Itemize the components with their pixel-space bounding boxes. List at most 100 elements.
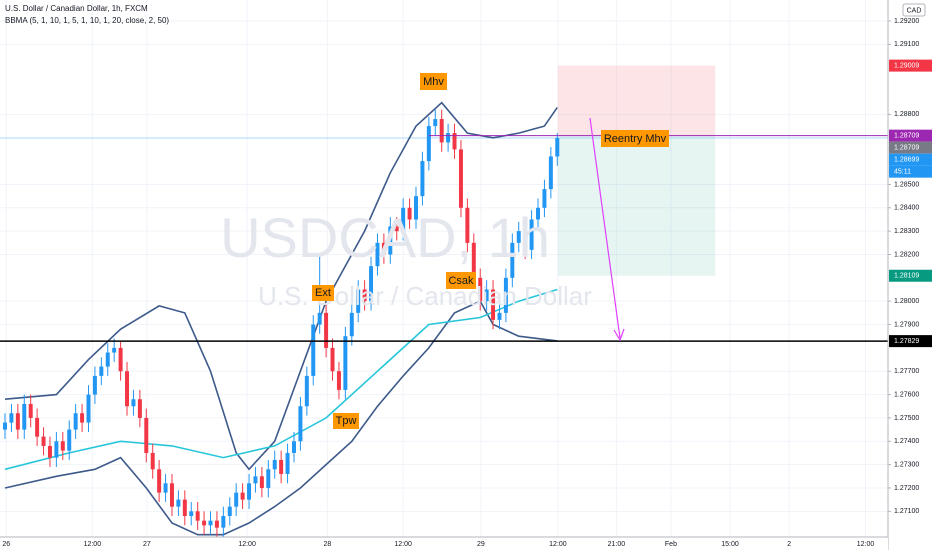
candle-body — [510, 242, 515, 278]
candle-body — [349, 312, 354, 337]
candle-body — [202, 520, 207, 526]
x-tick-label: 27 — [143, 541, 151, 548]
candle-body — [304, 375, 309, 407]
candle-body — [272, 459, 277, 470]
price-tag — [889, 269, 932, 282]
y-tick-label: 1.27100 — [894, 508, 919, 515]
candle-body — [144, 417, 149, 453]
candle-body — [291, 441, 296, 453]
candle-body — [67, 429, 72, 451]
x-tick-label: 15:00 — [721, 541, 739, 548]
x-tick-label: 12:00 — [84, 541, 102, 548]
x-tick-label: 12:00 — [857, 541, 875, 548]
target-zone — [557, 135, 716, 276]
y-tick-label: 1.27600 — [894, 391, 919, 398]
candle-body — [439, 119, 444, 143]
annotation-text: Ext — [315, 287, 331, 299]
y-tick-label: 1.27700 — [894, 368, 919, 375]
candle-body — [221, 515, 226, 528]
candle-body — [176, 499, 181, 507]
candle-body — [548, 156, 553, 190]
candle-body — [169, 483, 174, 507]
candle-body — [259, 476, 264, 488]
price-tag-label: 1.28699 — [894, 156, 919, 163]
indicator-line — [4, 288, 558, 471]
candle-body — [311, 324, 316, 376]
candle-body — [35, 417, 40, 437]
price-tag-label: 1.27829 — [894, 338, 919, 345]
candle-body — [150, 452, 155, 470]
candle-body — [9, 413, 14, 423]
y-tick-label: 1.27200 — [894, 485, 919, 492]
currency-badge[interactable] — [902, 3, 926, 17]
candle-body — [426, 126, 431, 162]
candle-body — [317, 312, 322, 325]
candle-body — [478, 277, 483, 302]
x-tick-label: 28 — [323, 541, 331, 548]
y-tick-label: 1.27400 — [894, 438, 919, 445]
candle-body — [99, 366, 104, 376]
price-tag — [889, 129, 932, 142]
candle-body — [73, 413, 78, 430]
candle-body — [529, 219, 534, 250]
candle-body — [47, 445, 52, 458]
annotation-text: Mhv — [423, 76, 444, 88]
candle-body — [240, 492, 245, 500]
candle-body — [15, 413, 20, 430]
x-tick-label: Feb — [665, 541, 677, 548]
indicator-legend: BBMA (5, 1, 10, 1, 5, 1, 10, 1, 20, clos… — [5, 16, 169, 25]
annotation-text: Tpw — [336, 415, 357, 427]
time-axis — [0, 537, 888, 550]
candle-body — [214, 520, 219, 528]
stop-zone — [557, 65, 716, 136]
annotation-text: Csak — [448, 275, 474, 287]
candle-body — [394, 226, 399, 232]
price-tag — [889, 59, 932, 72]
candle-body — [131, 399, 136, 407]
candle-body — [491, 289, 496, 320]
candle-body — [497, 312, 502, 320]
annotation: Reentry Mhv — [601, 130, 669, 147]
watermark: USDCAD, 1h — [220, 206, 550, 269]
candle-body — [54, 441, 59, 458]
candle-body — [253, 476, 258, 484]
candle-body — [516, 231, 521, 243]
candle-body — [503, 277, 508, 313]
candle-body — [542, 189, 547, 208]
y-tick-label: 1.28400 — [894, 205, 919, 212]
candle-body — [407, 207, 412, 220]
y-tick-label: 1.28300 — [894, 228, 919, 235]
candle-body — [324, 312, 329, 348]
candle-body — [195, 511, 200, 521]
candle-body — [92, 375, 97, 395]
y-tick-label: 1.28500 — [894, 181, 919, 188]
candle-body — [137, 399, 142, 418]
axes: 1.29200 1.29100 1.28800 1.28500 1.28400 1.283… — [2, 18, 932, 548]
currency: CAD — [907, 7, 922, 14]
candle-body — [105, 352, 110, 367]
arrow-head — [613, 328, 625, 342]
candle-body — [86, 394, 91, 423]
price-tag-label: 1.28709 — [894, 144, 919, 151]
candle-body — [234, 492, 239, 507]
annotation: Csak — [446, 272, 476, 289]
y-tick-label: 1.29200 — [894, 18, 919, 25]
x-tick-label: 12:00 — [394, 541, 412, 548]
candle-body — [112, 347, 117, 353]
candle-body — [414, 196, 418, 220]
candle-body — [247, 483, 252, 500]
candle-body — [343, 336, 348, 390]
x-tick-label: 12:00 — [549, 541, 567, 548]
candle-body — [536, 207, 541, 220]
x-tick-label: 29 — [477, 541, 485, 548]
candle-body — [163, 483, 168, 493]
x-tick-label: 12:00 — [238, 541, 256, 548]
price-tag — [889, 153, 932, 166]
candle-body — [266, 469, 271, 488]
candle-body — [118, 347, 123, 372]
candle-body — [182, 499, 187, 516]
candle-body — [125, 371, 130, 407]
y-tick-label: 1.27500 — [894, 415, 919, 422]
candle-body — [446, 133, 451, 143]
